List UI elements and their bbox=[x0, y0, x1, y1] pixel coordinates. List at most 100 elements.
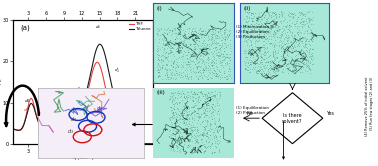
Point bbox=[273, 12, 279, 15]
Point bbox=[181, 120, 187, 123]
Point bbox=[193, 115, 199, 118]
Point bbox=[189, 99, 195, 101]
Point bbox=[293, 60, 299, 63]
Point bbox=[272, 50, 278, 52]
Point bbox=[221, 58, 227, 61]
Point bbox=[308, 23, 314, 25]
Point bbox=[279, 71, 285, 73]
Point bbox=[166, 134, 172, 137]
Point bbox=[184, 145, 191, 148]
Point bbox=[277, 28, 283, 30]
Point bbox=[189, 128, 195, 131]
Point bbox=[274, 51, 280, 54]
Point bbox=[225, 35, 231, 38]
Point bbox=[210, 47, 216, 50]
Point bbox=[267, 69, 273, 71]
Point bbox=[244, 41, 250, 43]
Point bbox=[208, 34, 214, 37]
Point bbox=[309, 19, 315, 21]
Point bbox=[295, 44, 301, 47]
Point bbox=[224, 61, 230, 64]
Point bbox=[258, 55, 264, 58]
Point bbox=[194, 99, 200, 102]
Point bbox=[188, 129, 194, 132]
Point bbox=[215, 109, 221, 112]
Point bbox=[197, 90, 203, 93]
Point bbox=[176, 32, 182, 34]
Point bbox=[305, 24, 311, 27]
Point bbox=[260, 65, 266, 68]
Point bbox=[259, 56, 265, 58]
Point bbox=[251, 60, 257, 63]
Point bbox=[249, 52, 256, 54]
Point bbox=[169, 29, 175, 31]
Point bbox=[268, 65, 274, 68]
Point bbox=[256, 52, 262, 54]
Point bbox=[217, 135, 223, 137]
Point bbox=[213, 146, 219, 149]
Point bbox=[272, 33, 278, 35]
Point bbox=[167, 47, 173, 50]
Point bbox=[170, 61, 176, 64]
Point bbox=[217, 61, 223, 64]
Point bbox=[217, 94, 223, 96]
Point bbox=[171, 26, 177, 29]
Point bbox=[248, 61, 254, 64]
Point bbox=[271, 11, 277, 14]
Point bbox=[284, 21, 290, 24]
Point bbox=[177, 32, 183, 35]
Point bbox=[169, 45, 175, 48]
Point bbox=[215, 125, 222, 127]
Point bbox=[221, 49, 227, 52]
Point bbox=[187, 113, 193, 116]
Point bbox=[184, 90, 190, 93]
Point bbox=[192, 43, 198, 46]
Point bbox=[172, 129, 178, 132]
Point bbox=[212, 46, 218, 49]
Point bbox=[274, 29, 280, 32]
Point bbox=[167, 29, 174, 31]
Point bbox=[191, 111, 197, 113]
Point bbox=[201, 52, 207, 55]
Point bbox=[212, 29, 218, 32]
Point bbox=[216, 129, 222, 131]
Point bbox=[164, 32, 170, 35]
Point bbox=[215, 120, 222, 122]
Point bbox=[271, 21, 277, 24]
Point bbox=[270, 10, 276, 13]
Point bbox=[287, 12, 293, 14]
Point bbox=[273, 12, 279, 15]
Point bbox=[281, 63, 287, 66]
Point bbox=[184, 75, 190, 78]
Point bbox=[221, 58, 227, 61]
Point bbox=[276, 65, 282, 68]
Text: $d_1$: $d_1$ bbox=[95, 23, 101, 31]
Point bbox=[168, 64, 174, 66]
Point bbox=[209, 111, 215, 114]
Point bbox=[189, 30, 195, 32]
Point bbox=[217, 90, 223, 93]
Point bbox=[172, 27, 178, 29]
Point bbox=[272, 52, 278, 55]
Point bbox=[303, 39, 309, 42]
Point bbox=[260, 69, 266, 72]
Point bbox=[248, 53, 254, 56]
Point bbox=[302, 63, 308, 66]
Point bbox=[310, 48, 316, 50]
Point bbox=[180, 64, 186, 66]
Point bbox=[188, 76, 194, 78]
Point bbox=[216, 70, 222, 73]
Point bbox=[170, 107, 177, 110]
Point bbox=[184, 130, 190, 132]
Point bbox=[167, 43, 173, 46]
Point bbox=[300, 66, 306, 68]
Point bbox=[292, 60, 298, 63]
Point bbox=[177, 42, 183, 45]
Point bbox=[298, 12, 304, 15]
Point bbox=[280, 68, 286, 70]
Point bbox=[259, 68, 265, 71]
Point bbox=[169, 134, 175, 136]
Point bbox=[182, 124, 188, 126]
Point bbox=[172, 38, 178, 40]
Point bbox=[211, 50, 217, 52]
